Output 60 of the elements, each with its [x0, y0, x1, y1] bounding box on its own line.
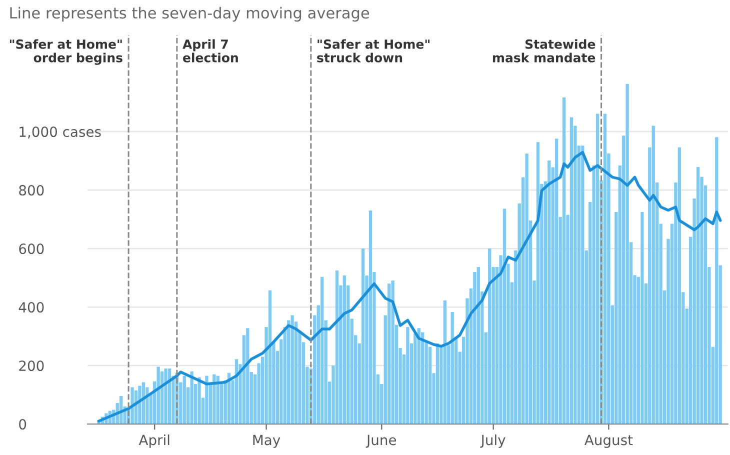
bar [246, 328, 250, 424]
bar [488, 248, 492, 424]
x-tick-label: July [480, 434, 506, 448]
y-tick-label: 1,000 cases [20, 126, 101, 138]
y-tick-label: 400 [18, 302, 44, 313]
bar [603, 114, 607, 424]
bar [555, 138, 558, 424]
bar [428, 346, 432, 424]
ref-line-label: "Safer at Home" order begins [10, 39, 122, 65]
bar [391, 280, 394, 424]
bar [417, 328, 420, 424]
bar [290, 315, 294, 424]
bar [190, 371, 194, 424]
bar [406, 326, 410, 424]
bar [335, 270, 339, 424]
bar [320, 276, 324, 424]
x-tick-label: May [253, 434, 280, 448]
bar [536, 142, 540, 424]
x-tick-label: August [584, 434, 633, 448]
bar [205, 376, 208, 424]
bar [342, 275, 346, 424]
bar [562, 97, 566, 424]
bar [443, 300, 447, 424]
bar [198, 377, 201, 424]
bar [130, 387, 134, 424]
line-series [97, 150, 722, 423]
ref-line-label: Statewide mask mandate [492, 39, 596, 62]
ref-line-label: "Safer at Home" struck down [317, 39, 430, 62]
bar [715, 137, 718, 424]
bar [525, 153, 528, 424]
bar [581, 146, 584, 424]
y-tick-label: 200 [19, 360, 44, 372]
bar [450, 312, 454, 424]
bar [421, 332, 424, 424]
bar [626, 84, 629, 424]
bar [156, 366, 160, 424]
bar [268, 290, 272, 424]
y-tick-label: 800 [19, 185, 44, 196]
bar [476, 266, 480, 424]
bar [164, 368, 168, 424]
x-tick-label: April [138, 434, 170, 448]
ref-line-label: April 7 election [182, 39, 238, 62]
y-tick-label: 600 [19, 244, 44, 254]
x-tick-label: June [366, 434, 396, 448]
bar [502, 208, 506, 424]
bar [570, 117, 574, 424]
bar [361, 248, 365, 424]
bar [548, 160, 551, 424]
bar [678, 147, 682, 424]
bar [368, 210, 372, 424]
y-tick-label: 0 [19, 419, 26, 430]
chart-title: Line represents the seven-day moving average [10, 6, 370, 22]
bar [436, 343, 440, 424]
bar [696, 166, 700, 424]
bar [652, 126, 655, 424]
bar [182, 376, 186, 424]
bar [596, 114, 600, 424]
bar [640, 212, 644, 424]
bar [388, 284, 391, 424]
bar [138, 386, 142, 424]
